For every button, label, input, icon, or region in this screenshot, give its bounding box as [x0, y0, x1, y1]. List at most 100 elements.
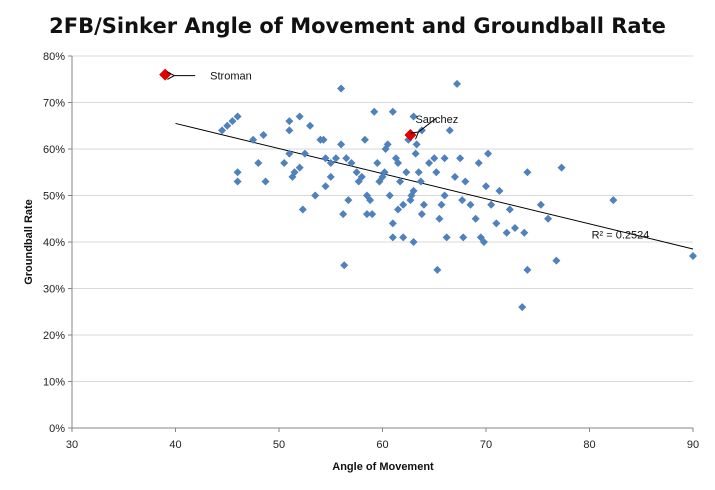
data-point — [399, 233, 408, 242]
data-point — [321, 182, 330, 191]
data-point — [366, 196, 375, 205]
data-point — [440, 191, 449, 200]
data-point — [380, 168, 389, 177]
y-axis-label: Groundball Rate — [23, 199, 35, 285]
data-point — [254, 158, 263, 167]
data-point — [416, 177, 425, 186]
data-point — [228, 117, 237, 126]
data-point — [536, 200, 545, 209]
data-point — [285, 126, 294, 135]
data-point — [417, 126, 426, 135]
data-point — [510, 224, 519, 233]
data-point — [492, 219, 501, 228]
x-tick-label: 80 — [583, 439, 595, 451]
data-point — [425, 158, 434, 167]
data-point — [520, 228, 529, 237]
data-point — [370, 107, 379, 116]
y-tick-label: 80% — [43, 51, 65, 63]
data-point — [326, 172, 335, 181]
trendline-group: R² = 0.2524 — [175, 122, 694, 250]
data-point — [259, 131, 268, 140]
data-point — [609, 196, 618, 205]
data-point — [357, 172, 366, 181]
data-point — [474, 158, 483, 167]
data-point — [414, 168, 423, 177]
data-point — [340, 261, 349, 270]
data-point — [523, 265, 532, 274]
data-point — [233, 168, 242, 177]
data-point — [409, 186, 418, 195]
data-point — [435, 214, 444, 223]
data-point — [450, 172, 459, 181]
data-point — [388, 107, 397, 116]
trendline — [175, 122, 694, 250]
data-point — [399, 200, 408, 209]
x-tick-label: 30 — [66, 439, 78, 451]
data-point — [285, 117, 294, 126]
axes — [68, 55, 694, 432]
data-point — [557, 163, 566, 172]
y-tick-label: 30% — [43, 284, 65, 296]
data-point — [290, 168, 299, 177]
data-point — [342, 154, 351, 163]
y-tick-label: 0% — [49, 423, 65, 435]
data-point — [461, 177, 470, 186]
x-tick-label: 90 — [687, 439, 699, 451]
data-point — [300, 149, 309, 158]
data-point — [249, 135, 258, 144]
data-point — [233, 112, 242, 121]
data-point — [331, 154, 340, 163]
data-point — [326, 158, 335, 167]
data-point — [295, 163, 304, 172]
data-point — [518, 303, 527, 312]
stroman-label: Stroman — [210, 71, 252, 83]
data-point — [409, 238, 418, 246]
data-point — [430, 154, 439, 163]
data-point — [544, 214, 553, 223]
tick-labels: 0% 10% 20% 30% 40% 50% 60% 70% 80% 30 40 50 60 70 80 90 — [43, 51, 699, 451]
data-point — [433, 265, 442, 274]
y-tick-label: 50% — [43, 191, 65, 203]
data-point — [502, 228, 511, 237]
data-point — [352, 168, 361, 177]
data-point — [319, 135, 328, 144]
data-point — [337, 84, 346, 93]
data-point — [388, 219, 397, 228]
data-point — [368, 210, 377, 219]
data-points — [218, 79, 697, 312]
data-point — [505, 205, 514, 214]
data-point — [440, 154, 449, 163]
data-point — [487, 200, 496, 209]
data-point — [495, 186, 504, 195]
data-point — [411, 149, 420, 158]
data-point — [295, 112, 304, 121]
data-point — [456, 154, 465, 163]
data-point — [523, 168, 532, 177]
data-point — [409, 112, 418, 121]
x-tick-label: 40 — [169, 439, 181, 451]
data-point — [311, 191, 320, 200]
data-point — [339, 210, 348, 219]
y-tick-label: 10% — [43, 377, 65, 389]
data-point — [285, 149, 294, 158]
y-tick-label: 70% — [43, 98, 65, 110]
y-tick-label: 40% — [43, 237, 65, 249]
x-axis-label: Angle of Movement — [332, 461, 434, 473]
data-point — [337, 140, 346, 149]
data-point — [360, 135, 369, 144]
data-point — [396, 177, 405, 186]
data-point — [394, 205, 403, 214]
data-point — [385, 191, 394, 200]
data-point — [689, 251, 697, 260]
highlighted-points: Stroman Sanchez — [159, 68, 458, 142]
data-point — [280, 158, 289, 167]
data-point — [394, 158, 403, 167]
y-tick-label: 20% — [43, 330, 65, 342]
sanchez-label: Sanchez — [415, 114, 458, 126]
x-tick-label: 60 — [376, 439, 388, 451]
data-point — [383, 140, 392, 149]
data-point — [417, 210, 426, 219]
data-point — [432, 168, 441, 177]
data-point — [388, 233, 397, 242]
data-point — [321, 154, 330, 163]
